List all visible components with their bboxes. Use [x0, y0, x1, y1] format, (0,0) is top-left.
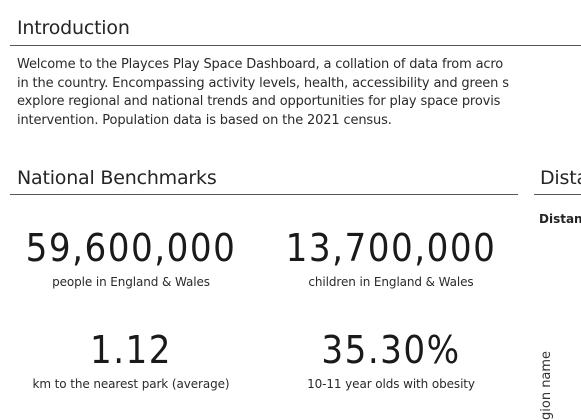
stat-value: 1.12 [89, 328, 173, 372]
introduction-text: Welcome to the Playces Play Space Dashbo… [17, 56, 581, 130]
introduction-line: intervention. Population data is based o… [17, 112, 392, 128]
stat-value: 35.30% [321, 328, 461, 372]
stat-population: 59,600,000 people in England & Wales [11, 226, 251, 290]
stat-children: 13,700,000 children in England & Wales [271, 226, 511, 290]
introduction-divider [10, 45, 581, 46]
stat-value: 59,600,000 [25, 226, 237, 270]
stat-label: people in England & Wales [52, 275, 210, 289]
region-name-axis-label: gion name [539, 350, 554, 420]
introduction-line: Welcome to the Playces Play Space Dashbo… [17, 57, 504, 72]
stat-value: 13,700,000 [285, 226, 497, 270]
introduction-line: explore regional and national trends and… [17, 94, 501, 109]
distance-panel-title: Dista [540, 167, 581, 189]
stat-label: 10-11 year olds with obesity [307, 377, 475, 391]
stat-label: children in England & Wales [308, 275, 474, 289]
stat-label: km to the nearest park (average) [32, 377, 230, 391]
introduction-line: in the country. Encompassing activity le… [17, 75, 509, 91]
stat-obesity: 35.30% 10-11 year olds with obesity [271, 328, 511, 392]
distance-chart-title: Distan [539, 212, 581, 226]
national-benchmarks-divider [10, 194, 518, 195]
distance-panel-divider [534, 194, 581, 195]
national-benchmarks-title: National Benchmarks [17, 167, 217, 189]
stat-park-distance: 1.12 km to the nearest park (average) [11, 328, 251, 392]
introduction-title: Introduction [17, 17, 130, 39]
